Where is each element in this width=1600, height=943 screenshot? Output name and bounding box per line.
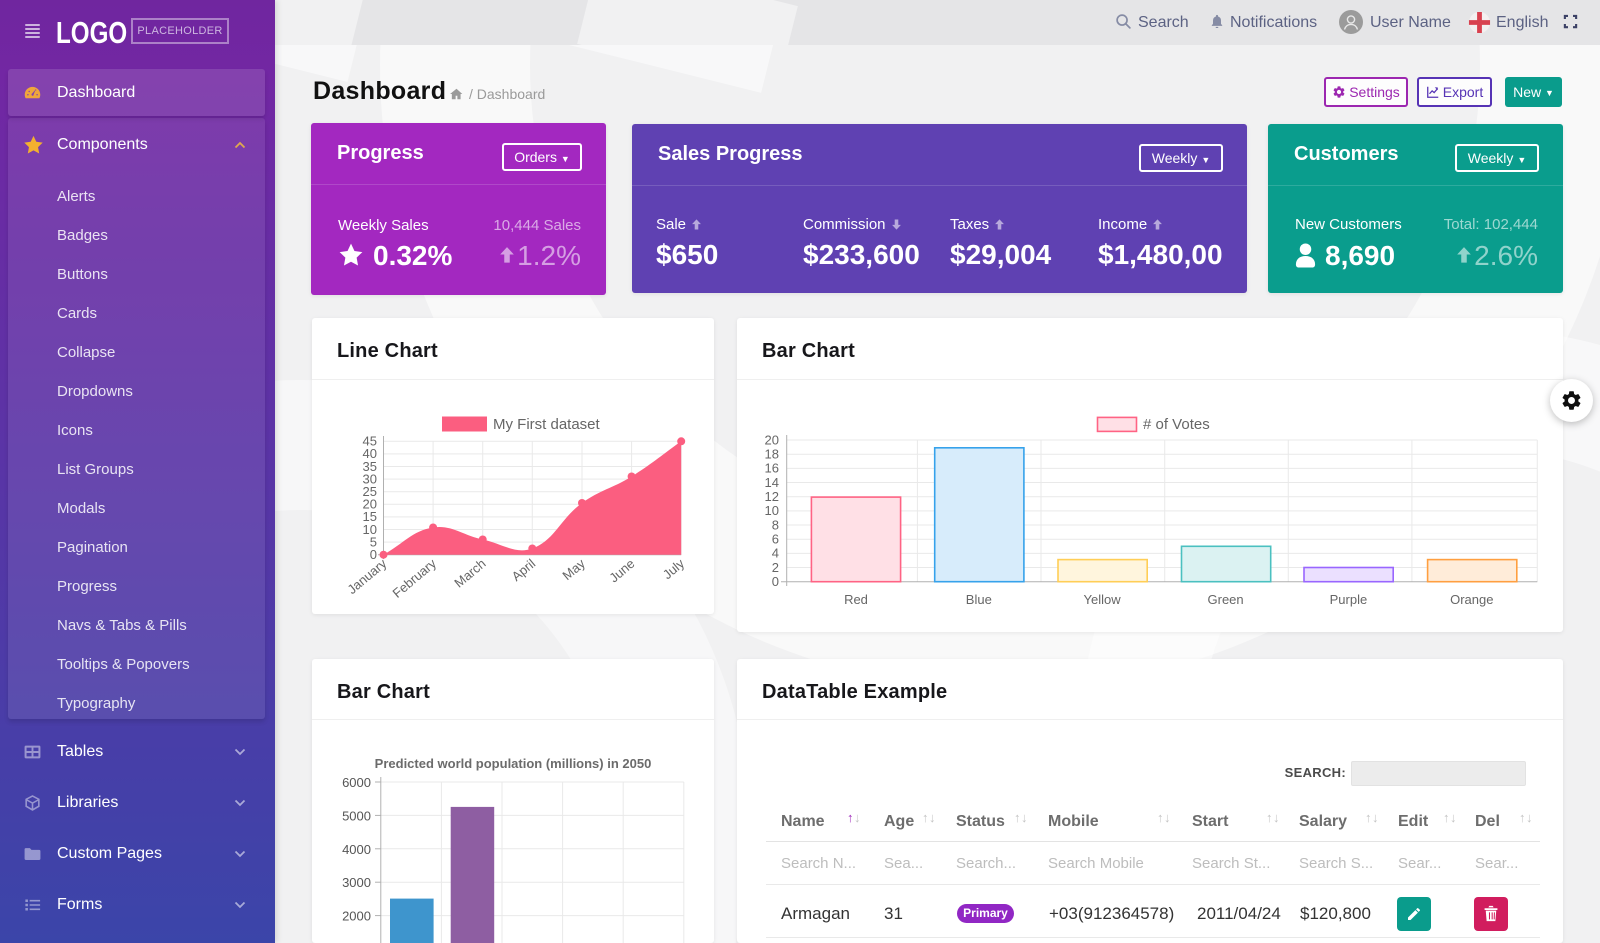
svg-text:Blue: Blue	[966, 592, 992, 607]
svg-text:Orange: Orange	[1450, 592, 1493, 607]
svg-text:10: 10	[363, 522, 377, 537]
svg-text:15: 15	[363, 509, 377, 524]
svg-text:25: 25	[363, 484, 377, 499]
svg-text:20: 20	[363, 497, 377, 512]
svg-text:Purple: Purple	[1330, 592, 1368, 607]
svg-text:July: July	[660, 555, 688, 582]
svg-text:6: 6	[772, 532, 779, 547]
svg-text:Green: Green	[1208, 592, 1244, 607]
svg-text:6000: 6000	[342, 775, 371, 790]
svg-text:0: 0	[772, 574, 779, 589]
svg-text:35: 35	[363, 459, 377, 474]
svg-text:2: 2	[772, 560, 779, 575]
svg-text:45: 45	[363, 434, 377, 449]
svg-text:January: January	[344, 555, 389, 597]
svg-text:14: 14	[765, 475, 779, 490]
svg-text:Red: Red	[844, 592, 868, 607]
svg-text:June: June	[606, 556, 637, 586]
svg-text:February: February	[390, 555, 440, 600]
svg-text:0: 0	[370, 547, 377, 562]
svg-text:3000: 3000	[342, 875, 371, 890]
svg-text:5: 5	[370, 534, 377, 549]
svg-text:8: 8	[772, 517, 779, 532]
svg-text:My First dataset: My First dataset	[493, 416, 601, 433]
svg-text:30: 30	[363, 471, 377, 486]
svg-text:2000: 2000	[342, 909, 371, 924]
svg-text:# of Votes: # of Votes	[1143, 416, 1210, 433]
svg-text:4000: 4000	[342, 842, 371, 857]
svg-text:Yellow: Yellow	[1084, 592, 1122, 607]
svg-text:10: 10	[765, 503, 779, 518]
svg-text:4: 4	[772, 546, 779, 561]
svg-text:Predicted world population (mi: Predicted world population (millions) in…	[375, 756, 652, 771]
svg-text:40: 40	[363, 446, 377, 461]
svg-text:12: 12	[765, 489, 779, 504]
svg-text:April: April	[509, 556, 539, 584]
svg-text:5000: 5000	[342, 808, 371, 823]
svg-text:May: May	[559, 555, 588, 583]
svg-text:18: 18	[765, 447, 779, 462]
svg-text:16: 16	[765, 461, 779, 476]
svg-text:20: 20	[765, 432, 779, 447]
svg-text:March: March	[451, 556, 488, 591]
